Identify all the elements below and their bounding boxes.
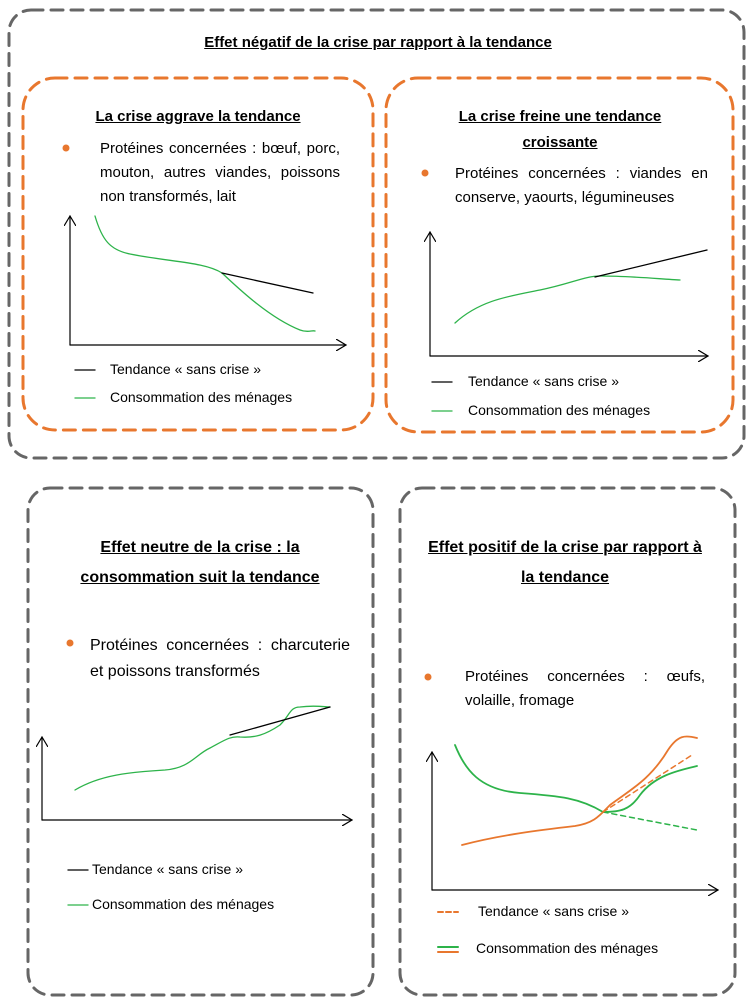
legend-label: Tendance « sans crise »: [478, 903, 629, 919]
legend-label: Tendance « sans crise »: [92, 861, 243, 877]
consumption-curve: [454, 275, 681, 324]
legend-label: Tendance « sans crise »: [468, 373, 619, 389]
panel-title: La crise freine une tendance croissante: [458, 108, 662, 151]
bullet: [421, 169, 429, 177]
consumption-curve: [94, 215, 316, 333]
bullet-text: Protéines concernées : œufs, volaille, f…: [465, 668, 705, 709]
trend-line: [594, 249, 708, 278]
legend-label: Consommation des ménages: [468, 402, 651, 418]
trend-line: [229, 706, 331, 736]
legend-label: Consommation des ménages: [92, 896, 275, 912]
panel-box: [21, 76, 375, 432]
legend-label: Tendance « sans crise »: [110, 361, 261, 377]
outer-box: [7, 8, 746, 460]
section-title: Effet négatif de la crise par rapport à …: [204, 34, 552, 51]
panel-title: Effet positif de la crise par rapport à …: [428, 539, 702, 586]
consumption-curve: [74, 705, 331, 791]
trend-line: [602, 811, 698, 831]
bullet-text: Protéines concernées : viandes en conser…: [455, 165, 708, 206]
consumption-curve: [461, 735, 698, 846]
trend-line: [602, 754, 693, 813]
bullet-text: Protéines concernées : bœuf, porc, mouto…: [100, 140, 340, 205]
panel-title: Effet neutre de la crise : la consommati…: [80, 539, 320, 586]
trend-line: [221, 272, 314, 294]
panel-box: [384, 76, 735, 434]
bullet: [424, 673, 432, 681]
bullet: [62, 144, 70, 152]
legend-label: Consommation des ménages: [476, 940, 659, 956]
consumption-curve: [454, 744, 698, 813]
panel-box: [26, 486, 375, 997]
bullet: [66, 639, 74, 647]
bullet-text: Protéines concernées : charcuterie et po…: [90, 637, 350, 680]
panel-title: La crise aggrave la tendance: [95, 108, 301, 125]
panel-box: [398, 486, 737, 997]
legend-label: Consommation des ménages: [110, 389, 293, 405]
